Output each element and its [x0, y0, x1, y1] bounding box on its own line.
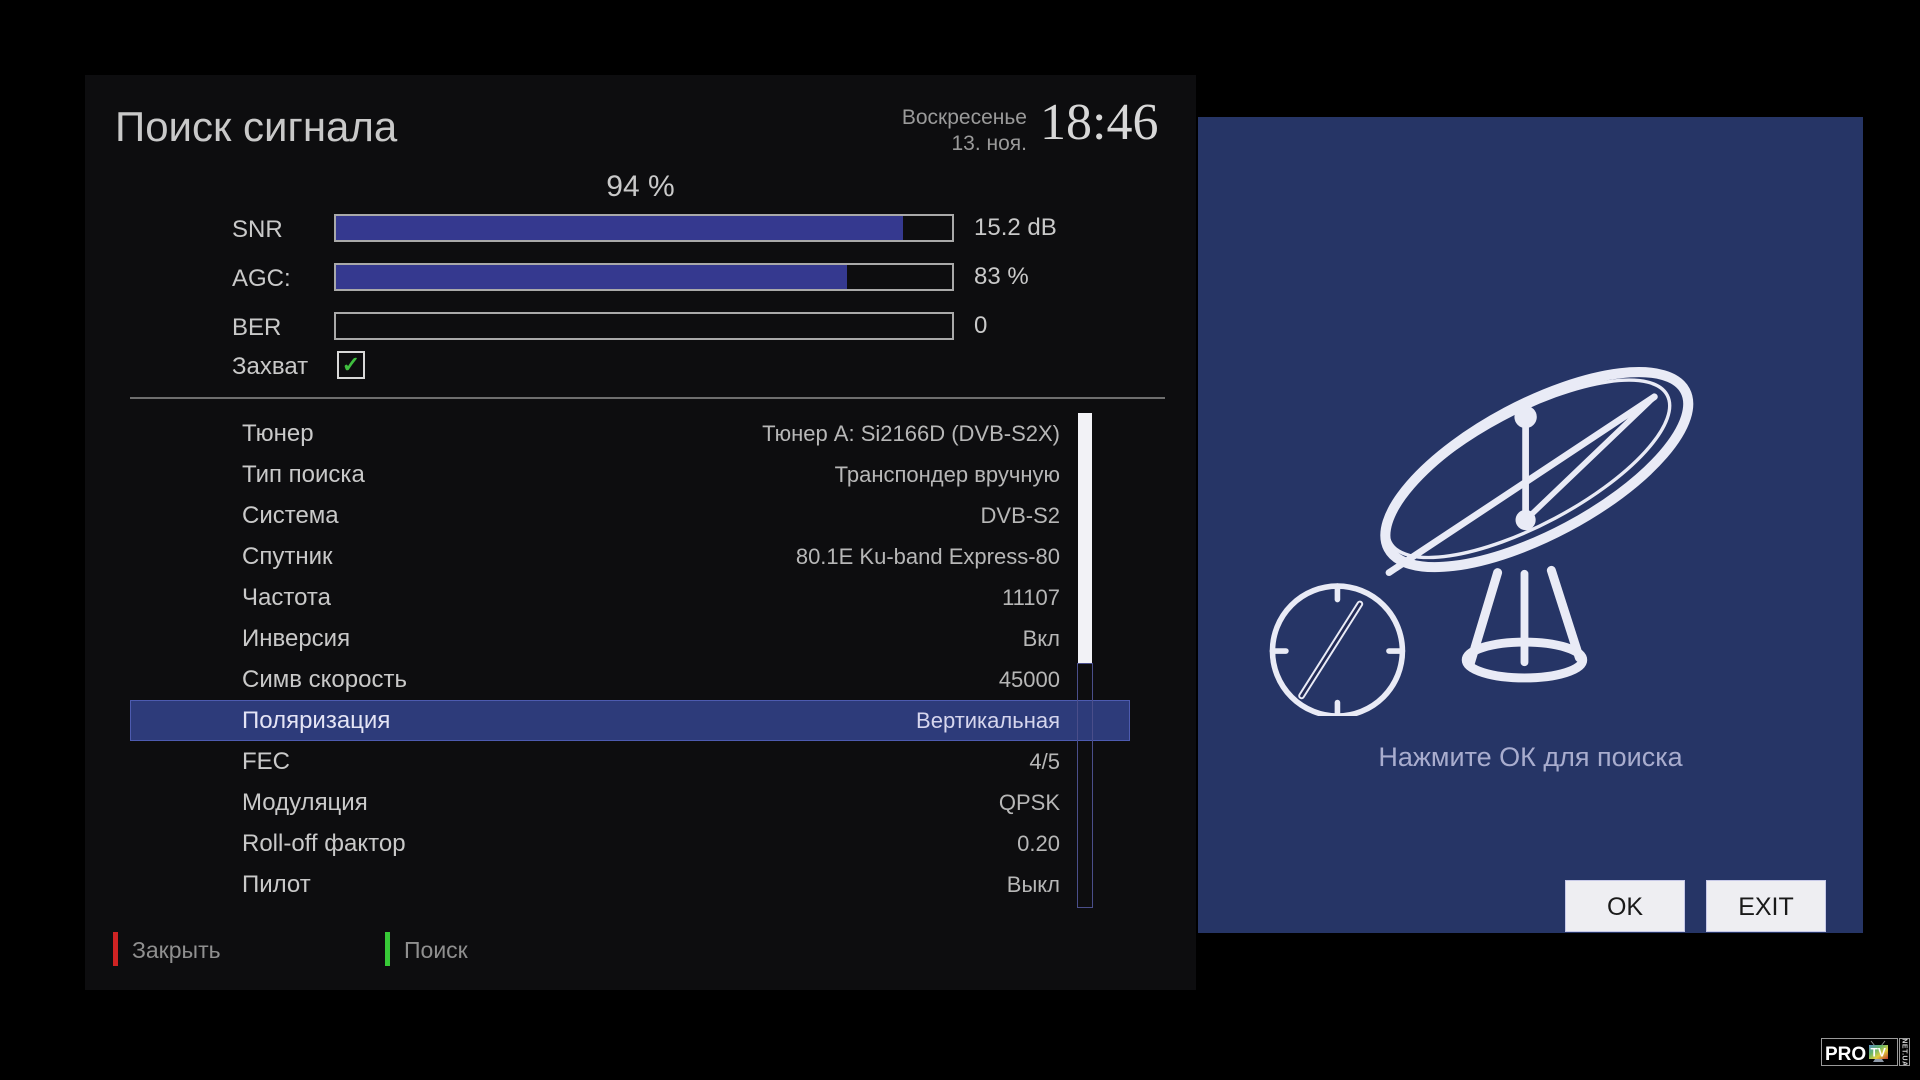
svg-text:TV: TV [1871, 1046, 1886, 1060]
svg-text:PRO: PRO [1825, 1044, 1866, 1065]
